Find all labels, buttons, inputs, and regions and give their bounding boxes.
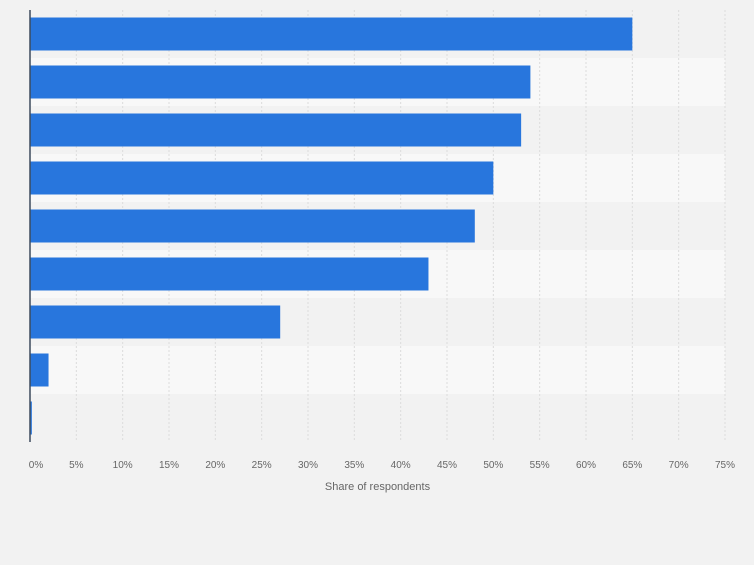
bar[interactable] bbox=[30, 305, 281, 339]
bar[interactable] bbox=[30, 65, 531, 99]
x-tick-label: 10% bbox=[113, 460, 133, 471]
bar[interactable] bbox=[30, 257, 429, 291]
bars bbox=[30, 17, 633, 435]
row-band bbox=[30, 346, 725, 394]
bar[interactable] bbox=[30, 161, 494, 195]
x-tick-label: 35% bbox=[344, 460, 364, 471]
x-tick-label: 15% bbox=[159, 460, 179, 471]
row-band bbox=[30, 394, 725, 442]
x-tick-label: 55% bbox=[530, 460, 550, 471]
x-axis-title: Share of respondents bbox=[325, 481, 431, 493]
bar[interactable] bbox=[30, 209, 475, 243]
bar[interactable] bbox=[30, 401, 32, 435]
x-tick-label: 45% bbox=[437, 460, 457, 471]
x-tick-label: 40% bbox=[391, 460, 411, 471]
x-tick-label: 75% bbox=[715, 460, 735, 471]
x-tick-label: 65% bbox=[622, 460, 642, 471]
x-tick-label: 20% bbox=[205, 460, 225, 471]
x-tick-label: 50% bbox=[483, 460, 503, 471]
x-tick-label: 25% bbox=[252, 460, 272, 471]
x-tick-label: 60% bbox=[576, 460, 596, 471]
x-tick-labels: 0% 5% 10% 15% 20% 25% 30% 35% 40% 45% 50% 55% 60% 65%… bbox=[29, 460, 735, 471]
x-tick-label: 30% bbox=[298, 460, 318, 471]
bar[interactable] bbox=[30, 17, 633, 51]
bar[interactable] bbox=[30, 113, 522, 147]
x-tick-label: 70% bbox=[669, 460, 689, 471]
bar[interactable] bbox=[30, 353, 49, 387]
x-tick-label: 5% bbox=[69, 460, 84, 471]
x-tick-label: 0% bbox=[29, 460, 44, 471]
